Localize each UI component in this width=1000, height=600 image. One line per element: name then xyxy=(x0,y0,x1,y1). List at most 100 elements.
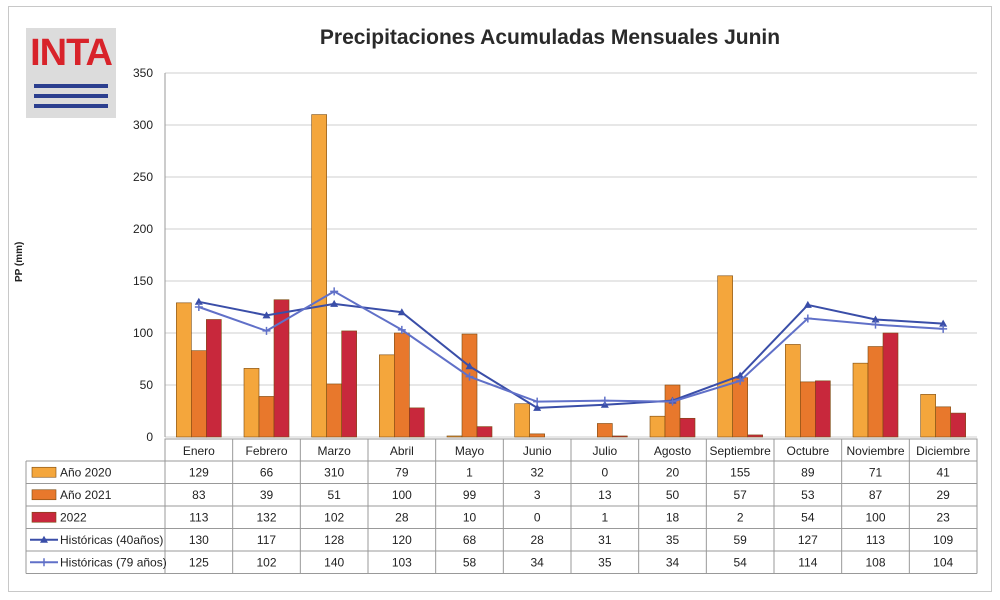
bar xyxy=(446,435,463,438)
legend-key-marker xyxy=(40,558,48,567)
data-label: 310 xyxy=(324,465,344,479)
data-label: 34 xyxy=(666,555,680,569)
data-label: 39 xyxy=(260,488,274,502)
x-tick-label: Mayo xyxy=(455,444,485,458)
bar xyxy=(920,394,936,438)
inta-logo: INTA xyxy=(26,28,116,118)
data-label: 3 xyxy=(534,488,541,502)
line-point xyxy=(871,315,880,323)
bar xyxy=(950,412,966,438)
bar xyxy=(852,362,869,438)
line-point xyxy=(736,371,745,379)
data-label: 2 xyxy=(737,510,744,524)
line-point xyxy=(194,297,203,305)
y-tick-label: 150 xyxy=(133,274,153,288)
bar xyxy=(612,435,628,438)
bar xyxy=(476,426,493,438)
bar xyxy=(800,381,816,438)
data-label: 59 xyxy=(733,533,747,547)
data-label: 100 xyxy=(865,510,885,524)
data-label: 13 xyxy=(598,488,612,502)
line-point xyxy=(465,372,474,381)
bar xyxy=(258,396,275,438)
legend-entry: 2022 xyxy=(60,510,87,524)
data-label: 31 xyxy=(598,533,612,547)
data-label: 79 xyxy=(395,465,409,479)
bar xyxy=(243,368,260,438)
line-point xyxy=(668,397,677,406)
data-label: 104 xyxy=(933,555,953,569)
legend-key-marker xyxy=(40,535,48,543)
data-label: 58 xyxy=(463,555,477,569)
data-label: 125 xyxy=(189,555,209,569)
data-label: 102 xyxy=(324,510,344,524)
line-point xyxy=(194,303,203,311)
bar xyxy=(935,406,951,438)
line-point xyxy=(465,362,474,370)
line-point xyxy=(803,314,812,323)
bar xyxy=(273,299,290,438)
data-label: 28 xyxy=(395,510,409,524)
line-point xyxy=(262,311,271,319)
data-label: 132 xyxy=(256,510,276,524)
chart-frame xyxy=(8,6,992,592)
legend-entry: Año 2021 xyxy=(60,488,112,502)
line-point xyxy=(262,326,271,335)
data-label: 57 xyxy=(733,488,747,502)
line-point xyxy=(533,397,542,406)
data-label: 54 xyxy=(733,555,747,569)
data-label: 35 xyxy=(598,555,612,569)
x-tick-label: Noviembre xyxy=(846,444,904,458)
data-label: 130 xyxy=(189,533,209,547)
bar xyxy=(379,354,395,438)
bar xyxy=(732,377,748,438)
data-label: 51 xyxy=(327,488,341,502)
legend-key xyxy=(31,511,57,523)
bar xyxy=(679,417,696,438)
data-label: 108 xyxy=(865,555,885,569)
bar xyxy=(394,332,410,438)
y-tick-label: 200 xyxy=(133,222,153,236)
data-label: 127 xyxy=(798,533,818,547)
data-label: 41 xyxy=(936,465,950,479)
data-label: 10 xyxy=(463,510,477,524)
x-tick-label: Diciembre xyxy=(916,444,970,458)
x-tick-label: Febrero xyxy=(245,444,287,458)
data-label: 83 xyxy=(192,488,206,502)
data-label: 117 xyxy=(257,533,276,547)
bar xyxy=(311,114,327,438)
data-label: 89 xyxy=(801,465,815,479)
bar xyxy=(597,423,613,438)
data-label: 103 xyxy=(392,555,412,569)
y-tick-label: 50 xyxy=(140,378,154,392)
bar xyxy=(529,433,545,438)
bar xyxy=(461,333,478,438)
legend-entry: Históricas (40años) xyxy=(60,533,163,547)
bar xyxy=(815,380,831,438)
y-tick-label: 350 xyxy=(133,66,153,80)
bar xyxy=(882,332,899,438)
legend-entry: Históricas (79 años) xyxy=(60,555,167,569)
line-point xyxy=(803,300,812,308)
y-tick-label: 300 xyxy=(133,118,153,132)
line-point xyxy=(871,320,880,329)
data-label: 29 xyxy=(936,488,950,502)
data-label: 71 xyxy=(869,465,883,479)
bar xyxy=(326,383,342,438)
data-label: 113 xyxy=(866,533,885,547)
data-label: 23 xyxy=(936,510,950,524)
data-label: 18 xyxy=(666,510,680,524)
line-point xyxy=(397,308,406,316)
data-label: 87 xyxy=(869,488,883,502)
data-label: 140 xyxy=(324,555,344,569)
data-label: 35 xyxy=(666,533,680,547)
chart-title: Precipitaciones Acumuladas Mensuales Jun… xyxy=(319,26,781,49)
data-label: 68 xyxy=(463,533,477,547)
logo-text: INTA xyxy=(30,32,113,74)
legend-entry: Año 2020 xyxy=(60,465,112,479)
data-label: 99 xyxy=(463,488,477,502)
x-tick-label: Julio xyxy=(592,444,617,458)
bar xyxy=(747,434,763,438)
series-line xyxy=(198,290,944,403)
